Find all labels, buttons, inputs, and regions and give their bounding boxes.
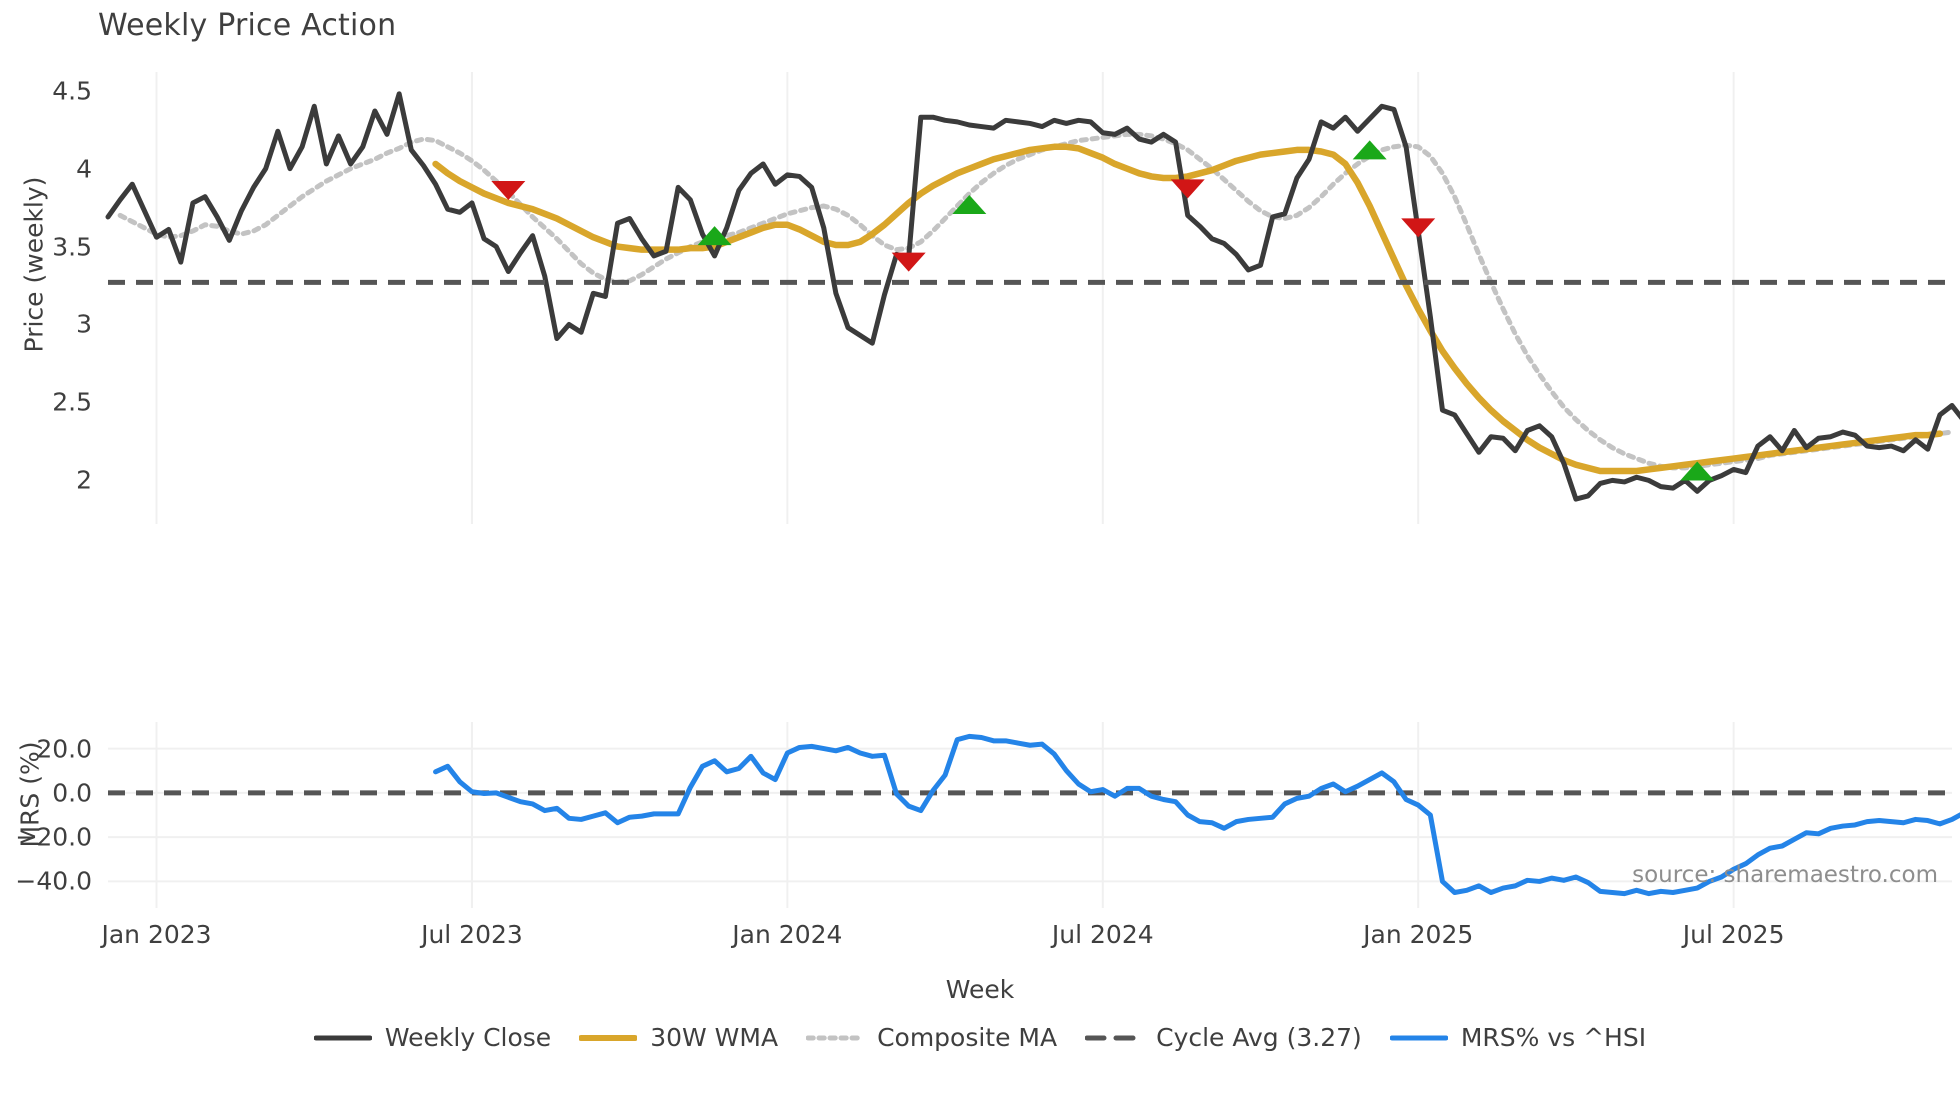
x-tick-label: Jul 2023	[421, 920, 523, 949]
x-tick-label: Jan 2023	[101, 920, 212, 949]
legend-swatch-icon	[1389, 1027, 1448, 1049]
mrs-y-tick-label: −20.0	[15, 822, 92, 852]
buy-signal-marker[interactable]	[952, 194, 987, 214]
legend-label: 30W WMA	[650, 1023, 779, 1052]
sell-signal-marker[interactable]	[491, 180, 526, 200]
price-y-tick-label: 3.5	[52, 232, 92, 262]
legend-item[interactable]: MRS% vs ^HSI	[1389, 1023, 1647, 1052]
page-title: Weekly Price Action	[98, 8, 397, 43]
legend-label: Weekly Close	[384, 1023, 552, 1052]
legend-item[interactable]: 30W WMA	[579, 1023, 778, 1052]
price-y-tick-label: 4	[76, 154, 92, 184]
x-axis-label: Week	[945, 975, 1015, 1004]
legend-swatch-icon	[579, 1027, 638, 1049]
legend-item[interactable]: Cycle Avg (3.27)	[1085, 1023, 1362, 1052]
legend-label: Composite MA	[877, 1023, 1058, 1052]
legend-label: MRS% vs ^HSI	[1460, 1023, 1647, 1052]
legend-swatch-icon	[1085, 1027, 1144, 1049]
series-mrs-percent	[433, 733, 1960, 897]
legend-item[interactable]: Weekly Close	[313, 1023, 552, 1052]
x-tick-label: Jan 2025	[1363, 920, 1474, 949]
sell-signal-marker[interactable]	[1170, 179, 1205, 199]
price-y-tick-label: 2	[76, 465, 92, 495]
sell-signal-marker[interactable]	[891, 252, 926, 272]
sell-signal-marker[interactable]	[1401, 218, 1436, 238]
x-tick-label: Jan 2024	[732, 920, 843, 949]
source-attribution: source: sharemaestro.com	[1632, 862, 1938, 888]
series-composite-ma	[117, 131, 1955, 471]
buy-signal-marker[interactable]	[1680, 461, 1715, 481]
legend-label: Cycle Avg (3.27)	[1156, 1023, 1362, 1052]
mrs-y-tick-label: −40.0	[15, 866, 92, 896]
price-y-tick-label: 4.5	[52, 76, 92, 106]
price-y-tick-label: 3	[76, 309, 92, 339]
buy-signal-marker[interactable]	[1352, 140, 1387, 160]
series-30w-wma	[432, 143, 1944, 475]
buy-signal-marker[interactable]	[697, 226, 732, 246]
price-y-tick-label: 2.5	[52, 387, 92, 417]
x-tick-label: Jul 2025	[1682, 920, 1785, 949]
chart-legend: Weekly Close 30W WMA Composite MA Cycle Avg…	[0, 1023, 1960, 1052]
legend-swatch-icon	[806, 1027, 865, 1049]
legend-swatch-icon	[313, 1027, 372, 1049]
x-tick-label: Jul 2024	[1051, 920, 1154, 949]
mrs-y-tick-label: 0.0	[52, 778, 92, 808]
mrs-y-tick-label: 20.0	[36, 734, 92, 764]
legend-item[interactable]: Composite MA	[806, 1023, 1057, 1052]
